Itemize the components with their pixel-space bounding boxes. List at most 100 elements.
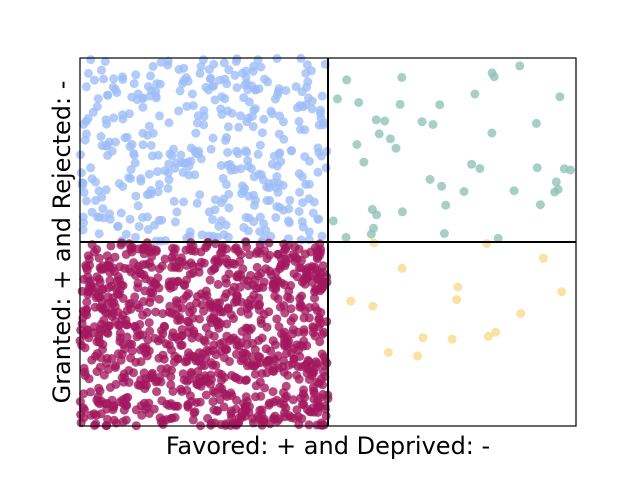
scatter-point-top-right bbox=[391, 143, 401, 153]
scatter-point-top-left bbox=[94, 229, 104, 239]
scatter-point-bottom-left bbox=[303, 355, 313, 365]
scatter-point-top-right bbox=[417, 117, 427, 127]
scatter-point-top-left bbox=[222, 132, 231, 142]
scatter-point-bottom-left bbox=[169, 401, 179, 411]
scatter-point-bottom-left bbox=[124, 239, 134, 249]
scatter-point-bottom-left bbox=[283, 370, 293, 380]
scatter-point-bottom-left bbox=[127, 346, 137, 356]
scatter-point-bottom-left bbox=[283, 339, 293, 349]
scatter-point-top-left bbox=[181, 73, 191, 83]
scatter-point-bottom-left bbox=[158, 309, 168, 319]
scatter-point-top-left bbox=[160, 166, 170, 176]
scatter-point-bottom-left bbox=[252, 262, 262, 272]
scatter-point-top-left bbox=[86, 163, 96, 173]
scatter-point-top-right bbox=[459, 187, 469, 196]
scatter-point-bottom-left bbox=[262, 322, 272, 332]
scatter-point-bottom-left bbox=[232, 272, 242, 282]
scatter-point-bottom-left bbox=[183, 400, 193, 409]
scatter-point-top-left bbox=[224, 203, 234, 213]
scatter-point-top-left bbox=[254, 84, 264, 94]
scatter-point-bottom-left bbox=[269, 413, 278, 423]
scatter-point-top-left bbox=[317, 231, 327, 241]
scatter-point-bottom-left bbox=[145, 258, 155, 268]
scatter-point-top-left bbox=[81, 82, 91, 92]
scatter-point-bottom-left bbox=[145, 326, 155, 336]
scatter-point-top-left bbox=[134, 222, 144, 231]
scatter-point-bottom-left bbox=[232, 296, 242, 306]
scatter-point-bottom-left bbox=[269, 397, 279, 407]
scatter-point-bottom-left bbox=[186, 351, 196, 361]
scatter-point-top-left bbox=[242, 117, 252, 127]
scatter-point-bottom-left bbox=[187, 333, 197, 343]
scatter-point-top-left bbox=[118, 182, 128, 191]
scatter-point-bottom-left bbox=[293, 345, 303, 355]
scatter-point-bottom-left bbox=[220, 344, 230, 354]
scatter-point-bottom-left bbox=[281, 245, 290, 254]
scatter-point-bottom-left bbox=[298, 389, 308, 399]
scatter-point-bottom-left bbox=[246, 270, 255, 280]
scatter-point-bottom-left bbox=[115, 328, 125, 338]
scatter-point-bottom-left bbox=[110, 361, 120, 371]
scatter-point-bottom-left bbox=[232, 290, 242, 300]
scatter-point-top-left bbox=[195, 190, 205, 200]
scatter-point-bottom-right bbox=[453, 282, 463, 292]
scatter-point-top-left bbox=[153, 187, 163, 197]
scatter-point-bottom-left bbox=[147, 370, 157, 380]
scatter-point-bottom-left bbox=[260, 383, 270, 393]
scatter-point-bottom-left bbox=[160, 254, 170, 264]
scatter-point-bottom-left bbox=[196, 247, 206, 257]
scatter-point-top-left bbox=[216, 216, 226, 226]
scatter-point-bottom-left bbox=[208, 397, 218, 407]
scatter-point-bottom-left bbox=[277, 329, 286, 339]
scatter-point-bottom-left bbox=[188, 268, 198, 278]
scatter-point-top-left bbox=[231, 56, 241, 66]
scatter-point-bottom-left bbox=[288, 395, 298, 405]
scatter-point-bottom-left bbox=[242, 375, 251, 385]
scatter-point-top-left bbox=[209, 59, 219, 69]
scatter-point-top-left bbox=[297, 217, 307, 227]
scatter-point-top-left bbox=[86, 55, 96, 65]
scatter-point-top-left bbox=[103, 90, 112, 100]
scatter-point-bottom-left bbox=[303, 263, 313, 273]
scatter-point-bottom-left bbox=[135, 330, 145, 340]
scatter-point-bottom-left bbox=[261, 264, 271, 274]
scatter-point-bottom-left bbox=[184, 317, 194, 327]
scatter-point-bottom-left bbox=[197, 361, 206, 370]
scatter-point-top-left bbox=[223, 148, 233, 157]
scatter-point-top-left bbox=[142, 190, 152, 200]
scatter-point-bottom-left bbox=[189, 326, 199, 336]
scatter-point-bottom-left bbox=[76, 410, 86, 420]
scatter-point-bottom-left bbox=[91, 351, 100, 361]
scatter-point-bottom-left bbox=[213, 256, 222, 266]
scatter-point-top-left bbox=[147, 151, 157, 161]
scatter-point-bottom-left bbox=[309, 386, 319, 396]
scatter-point-top-left bbox=[105, 209, 115, 219]
scatter-point-top-right bbox=[428, 120, 438, 129]
scatter-point-top-left bbox=[112, 88, 122, 98]
scatter-point-bottom-left bbox=[322, 358, 332, 368]
scatter-point-top-right bbox=[532, 163, 542, 173]
scatter-point-top-left bbox=[126, 174, 136, 183]
scatter-point-bottom-left bbox=[257, 405, 267, 415]
scatter-point-top-left bbox=[182, 101, 192, 111]
scatter-point-bottom-left bbox=[211, 350, 221, 360]
scatter-point-bottom-left bbox=[181, 245, 191, 255]
scatter-point-bottom-left bbox=[99, 315, 109, 325]
scatter-point-top-left bbox=[199, 111, 209, 121]
scatter-point-bottom-right bbox=[557, 287, 567, 297]
scatter-point-bottom-left bbox=[154, 294, 164, 304]
scatter-point-top-left bbox=[260, 74, 270, 84]
scatter-point-bottom-left bbox=[255, 352, 265, 362]
scatter-point-bottom-left bbox=[295, 293, 305, 303]
scatter-point-top-left bbox=[301, 179, 311, 189]
scatter-point-top-left bbox=[176, 150, 186, 160]
scatter-point-top-right bbox=[380, 116, 390, 126]
scatter-point-top-left bbox=[241, 212, 251, 222]
scatter-point-bottom-right bbox=[413, 351, 423, 361]
scatter-point-top-left bbox=[90, 75, 99, 85]
scatter-point-top-left bbox=[248, 122, 258, 132]
scatter-point-top-left bbox=[116, 208, 126, 218]
scatter-point-bottom-left bbox=[151, 307, 161, 317]
scatter-point-bottom-left bbox=[130, 292, 140, 302]
